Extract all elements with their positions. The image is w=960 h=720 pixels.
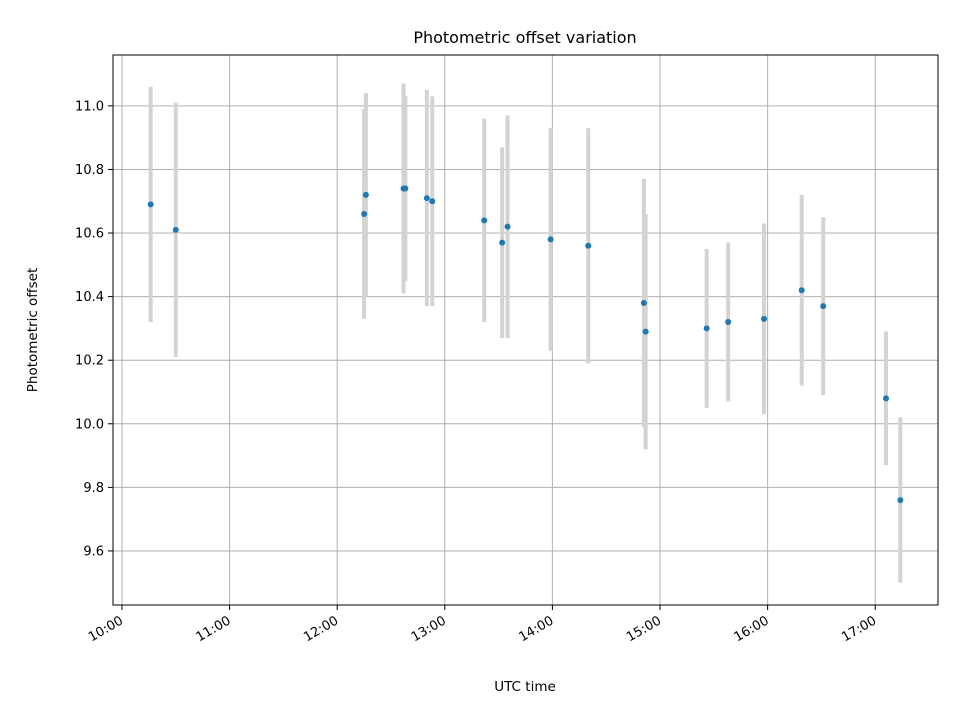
y-tick-label: 10.0 [75, 417, 104, 432]
data-point [897, 497, 904, 504]
y-tick-label: 9.8 [83, 481, 104, 496]
grid [113, 55, 938, 605]
y-tick-label: 9.6 [83, 544, 104, 559]
data-point [882, 395, 889, 402]
data-point [547, 236, 554, 243]
data-point [585, 242, 592, 249]
plot-frame [112, 54, 939, 606]
data-point [725, 319, 732, 326]
y-tick-label: 10.6 [75, 227, 104, 242]
data-point [761, 315, 768, 322]
data-point [504, 223, 511, 230]
data-point [640, 299, 647, 306]
data-point [147, 201, 154, 208]
data-point [703, 325, 710, 332]
data-point [499, 239, 506, 246]
data-point [798, 287, 805, 294]
data-point [402, 185, 409, 192]
data-point [481, 217, 488, 224]
chart-title: Photometric offset variation [413, 28, 636, 47]
y-tick-label: 10.8 [75, 163, 104, 178]
y-tick-label: 10.2 [75, 354, 104, 369]
data-point [362, 191, 369, 198]
data-markers [147, 185, 904, 504]
y-tick-label: 10.4 [75, 290, 104, 305]
data-point [172, 226, 179, 233]
data-point [820, 303, 827, 310]
x-axis-label: UTC time [494, 679, 556, 695]
data-point [429, 198, 436, 205]
y-axis-ticks: 9.6 9.8 10.0 10.2 10.4 10.6 10.8 11.0 [75, 99, 113, 559]
y-tick-label: 11.0 [75, 99, 104, 114]
y-axis-label: Photometric offset [25, 268, 41, 392]
data-point [361, 210, 368, 217]
data-point [423, 195, 430, 202]
data-point [642, 328, 649, 335]
